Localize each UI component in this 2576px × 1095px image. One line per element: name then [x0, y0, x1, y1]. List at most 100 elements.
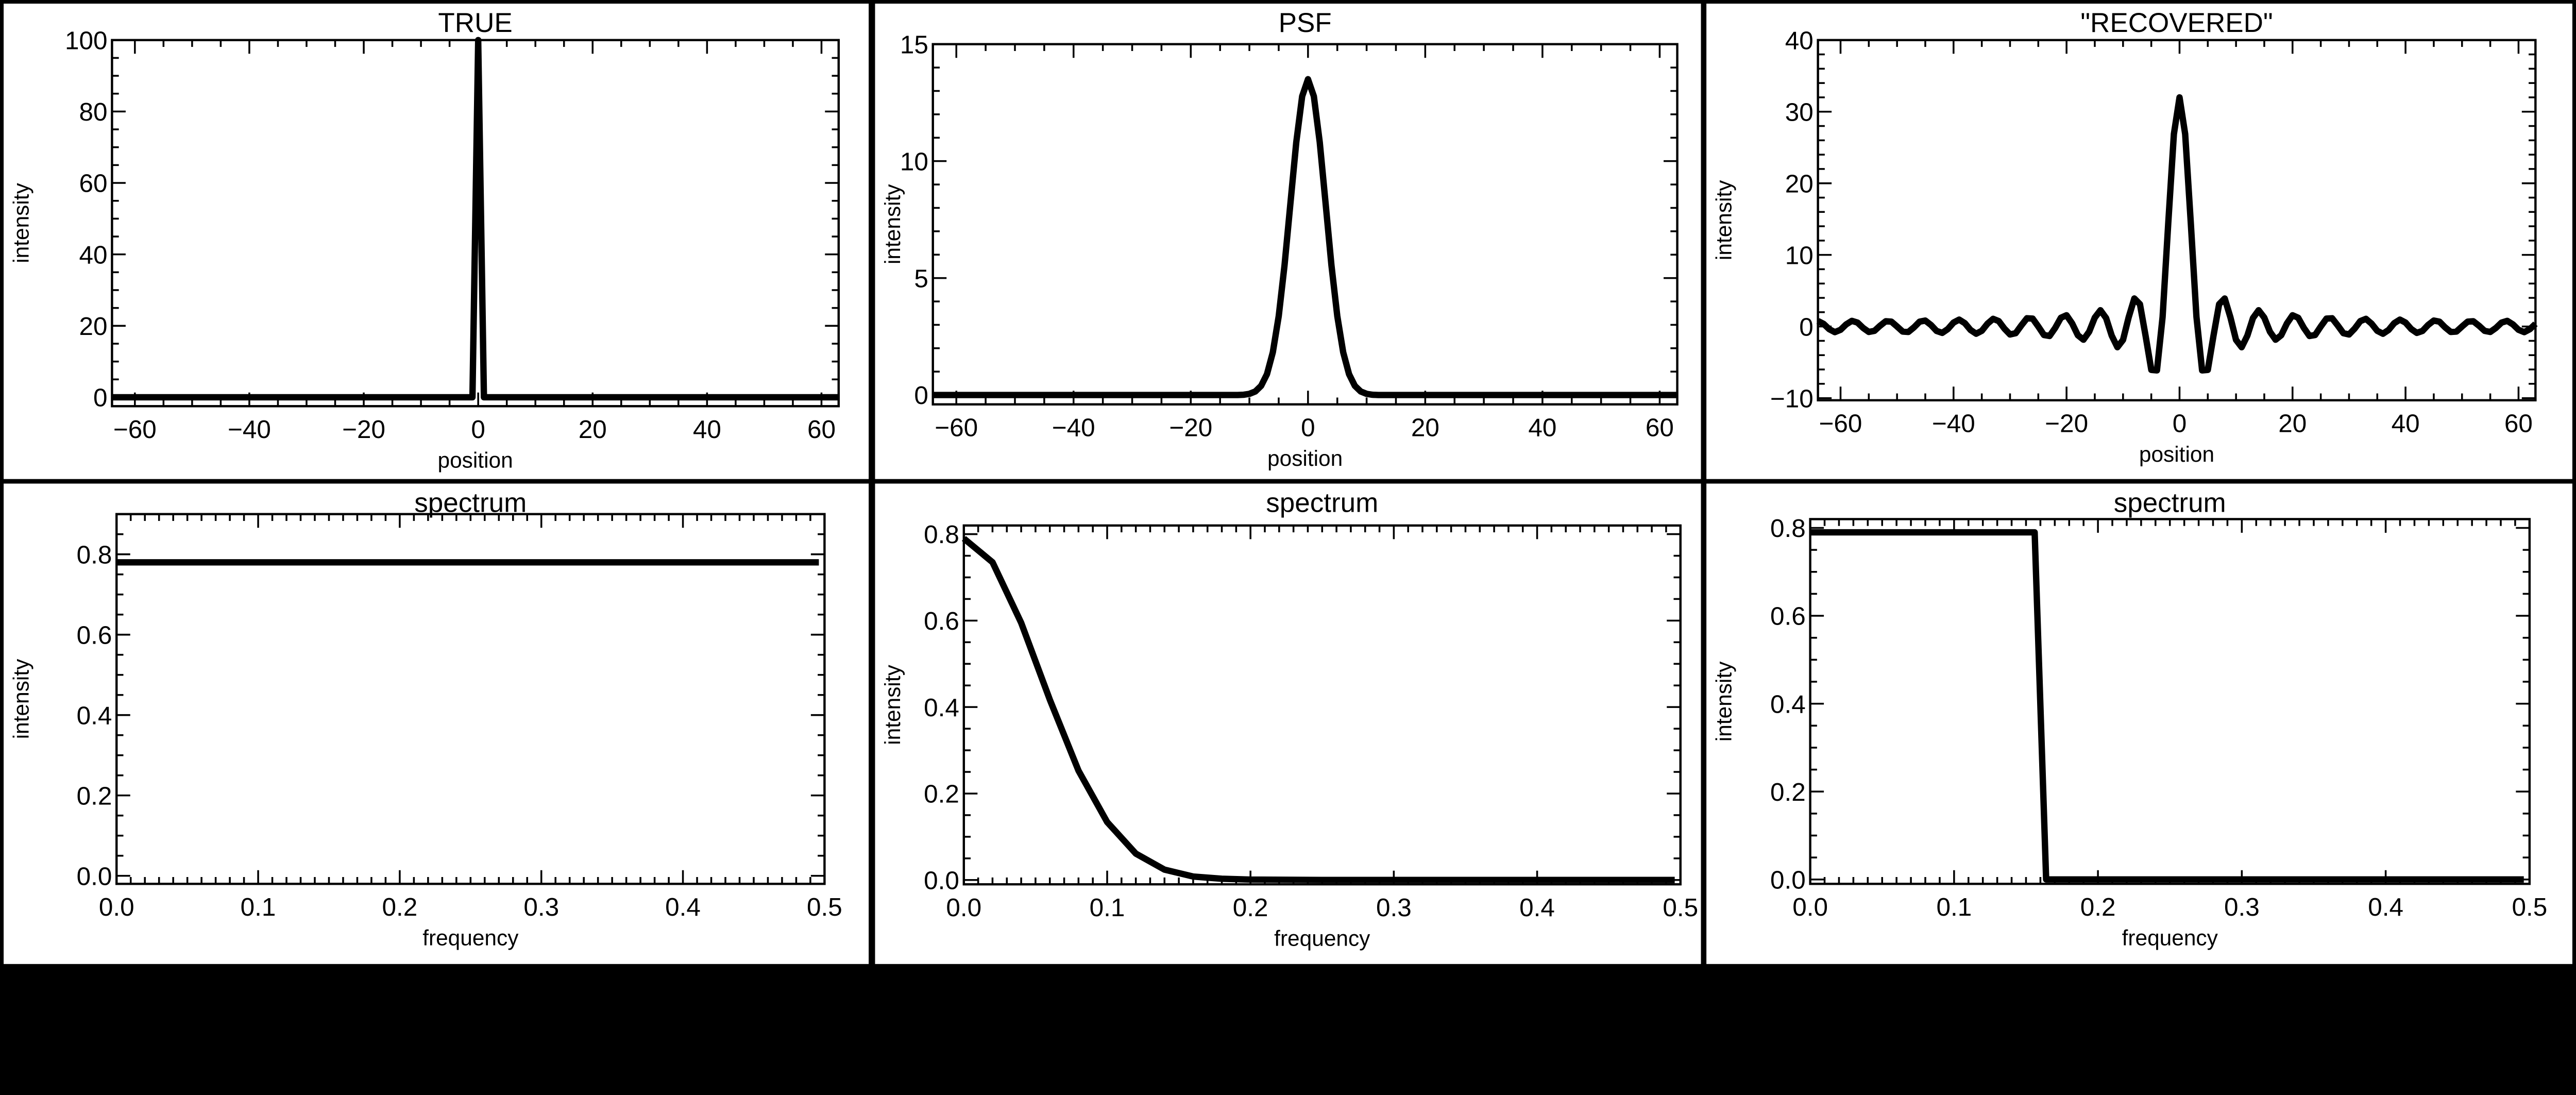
x-axis-label: frequency [422, 926, 519, 950]
y-axis-label: intensity [9, 182, 33, 263]
chart-title: PSF [1279, 8, 1332, 38]
x-tick-label: 0.5 [1663, 894, 1698, 922]
y-tick-label: 0.6 [1770, 602, 1806, 631]
y-axis-label: intensity [9, 659, 33, 739]
y-tick-label: 0.0 [1770, 866, 1806, 894]
x-tick-label: 0.1 [241, 893, 276, 921]
x-tick-label: 0.4 [1519, 894, 1555, 922]
x-tick-label: 40 [1528, 414, 1556, 442]
x-tick-label: 40 [2392, 410, 2420, 438]
y-tick-label: 10 [1785, 241, 1814, 269]
chart-panel: TRUE −60 −40 −20 0 20 40 60 0 20 40 60 80 100 position… [4, 4, 869, 479]
series-line [1810, 529, 2524, 883]
y-tick-label: 0 [93, 384, 108, 412]
y-tick-label: 80 [79, 98, 108, 126]
x-tick-label: −60 [1819, 410, 1862, 438]
x-tick-label: 0.2 [1233, 894, 1268, 922]
plot-frame [1817, 39, 2537, 401]
panels: TRUE−60 −40 −20 0 20 40 60020406080100position… [4, 4, 2572, 964]
panel-background [875, 483, 1701, 964]
chart-panel: spectrum 0.0 0.1 0.2 0.3 0.4 0.5 0.0 0.2 0.4 0.6 0.… [1706, 483, 2572, 964]
x-tick-label: 0 [2173, 410, 2187, 438]
x-tick-label: 40 [693, 415, 721, 444]
chart-panel: spectrum 0.0 0.1 0.2 0.3 0.4 0.5 0.0 0.2 0.4 0.6 0.… [4, 483, 869, 964]
panel-background [4, 483, 869, 964]
x-tick-label: 0.3 [523, 893, 559, 921]
y-tick-label: 5 [914, 264, 928, 293]
x-tick-label: 0.5 [807, 893, 842, 921]
y-tick-label: 40 [79, 241, 108, 269]
x-tick-label: 60 [2504, 410, 2533, 438]
x-axis-label: position [438, 448, 513, 473]
chart-title: spectrum [2114, 487, 2226, 518]
x-axis-label: frequency [1274, 926, 1370, 950]
x-tick-label: 60 [807, 415, 836, 444]
chart-panel: spectrum 0.0 0.1 0.2 0.3 0.4 0.5 0.0 0.2 0.4 0.6 0.… [875, 483, 1701, 964]
y-axis-label: intensity [880, 664, 905, 745]
x-tick-label: 0.4 [665, 893, 701, 921]
chart-title: "RECOVERED" [2080, 8, 2273, 38]
x-tick-label: 0.0 [99, 893, 134, 921]
y-tick-label: 15 [900, 30, 928, 59]
x-tick-label: 0.1 [1090, 894, 1125, 922]
y-axis-label: intensity [880, 184, 905, 264]
y-tick-label: 0.8 [77, 541, 112, 569]
x-tick-label: 0 [1301, 414, 1315, 442]
x-tick-label: −40 [1932, 410, 1975, 438]
y-tick-label: 0.0 [924, 866, 959, 895]
x-tick-label: −60 [935, 414, 978, 442]
y-tick-label: 30 [1785, 98, 1814, 126]
y-tick-label: 100 [65, 26, 108, 55]
y-axis-label: intensity [1712, 661, 1736, 742]
x-tick-label: −60 [113, 415, 157, 444]
y-tick-label: −10 [1770, 384, 1814, 413]
y-tick-label: 0 [1799, 313, 1814, 341]
series-line [112, 37, 839, 401]
y-tick-label: 0 [914, 381, 928, 410]
y-tick-label: 0.6 [77, 621, 112, 649]
x-tick-label: 0.0 [1792, 893, 1828, 921]
axis-ticks [115, 513, 826, 884]
x-tick-label: 60 [1646, 414, 1674, 442]
y-tick-label: 40 [1785, 26, 1814, 55]
x-tick-label: 0.2 [382, 893, 418, 921]
x-tick-label: 0.3 [2224, 893, 2260, 921]
figure: TRUE−60 −40 −20 0 20 40 60020406080100position… [4, 4, 2572, 964]
y-tick-label: 0.8 [924, 520, 959, 549]
y-tick-label: 20 [1785, 170, 1814, 198]
x-tick-label: 20 [579, 415, 607, 444]
x-tick-label: −40 [228, 415, 271, 444]
y-tick-label: 0.6 [924, 607, 959, 635]
x-tick-label: 0.4 [2368, 893, 2403, 921]
chart-panel: PSF −60 −40 −20 0 20 40 60 0 5 10 15 position intensi… [875, 4, 1701, 479]
x-tick-label: 0 [471, 415, 485, 444]
y-tick-label: 0.4 [77, 701, 112, 730]
y-axis-label: intensity [1712, 180, 1736, 260]
chart-title: TRUE [438, 8, 512, 38]
panel-background [1706, 4, 2572, 479]
x-tick-label: 0.1 [1936, 893, 1972, 921]
x-axis-label: position [2139, 442, 2214, 466]
y-tick-label: 20 [79, 312, 108, 341]
y-tick-label: 0.0 [77, 862, 112, 890]
x-tick-label: 0.5 [2512, 893, 2547, 921]
x-tick-label: 20 [2278, 410, 2307, 438]
chart-title: spectrum [1266, 487, 1378, 518]
series-line [1816, 94, 2538, 374]
series-line [961, 536, 1675, 883]
panel-background [1706, 483, 2572, 964]
panel-background [4, 4, 869, 479]
x-tick-label: 0.2 [2080, 893, 2116, 921]
x-tick-label: −40 [1052, 414, 1095, 442]
chart-title: spectrum [414, 487, 527, 518]
y-tick-label: 10 [900, 147, 928, 176]
x-tick-label: 0.0 [946, 894, 981, 922]
y-tick-label: 0.2 [77, 782, 112, 810]
y-tick-label: 0.8 [1770, 514, 1806, 543]
x-axis-label: position [1267, 446, 1343, 470]
x-tick-label: 20 [1411, 414, 1439, 442]
y-tick-label: 60 [79, 170, 108, 198]
plot-frame [931, 43, 1679, 406]
x-tick-label: −20 [1169, 414, 1212, 442]
chart-panel: "RECOVERED" −60 −40 −20 0 20 40 60 −10 0 10 20 30 40 p… [1706, 4, 2572, 479]
